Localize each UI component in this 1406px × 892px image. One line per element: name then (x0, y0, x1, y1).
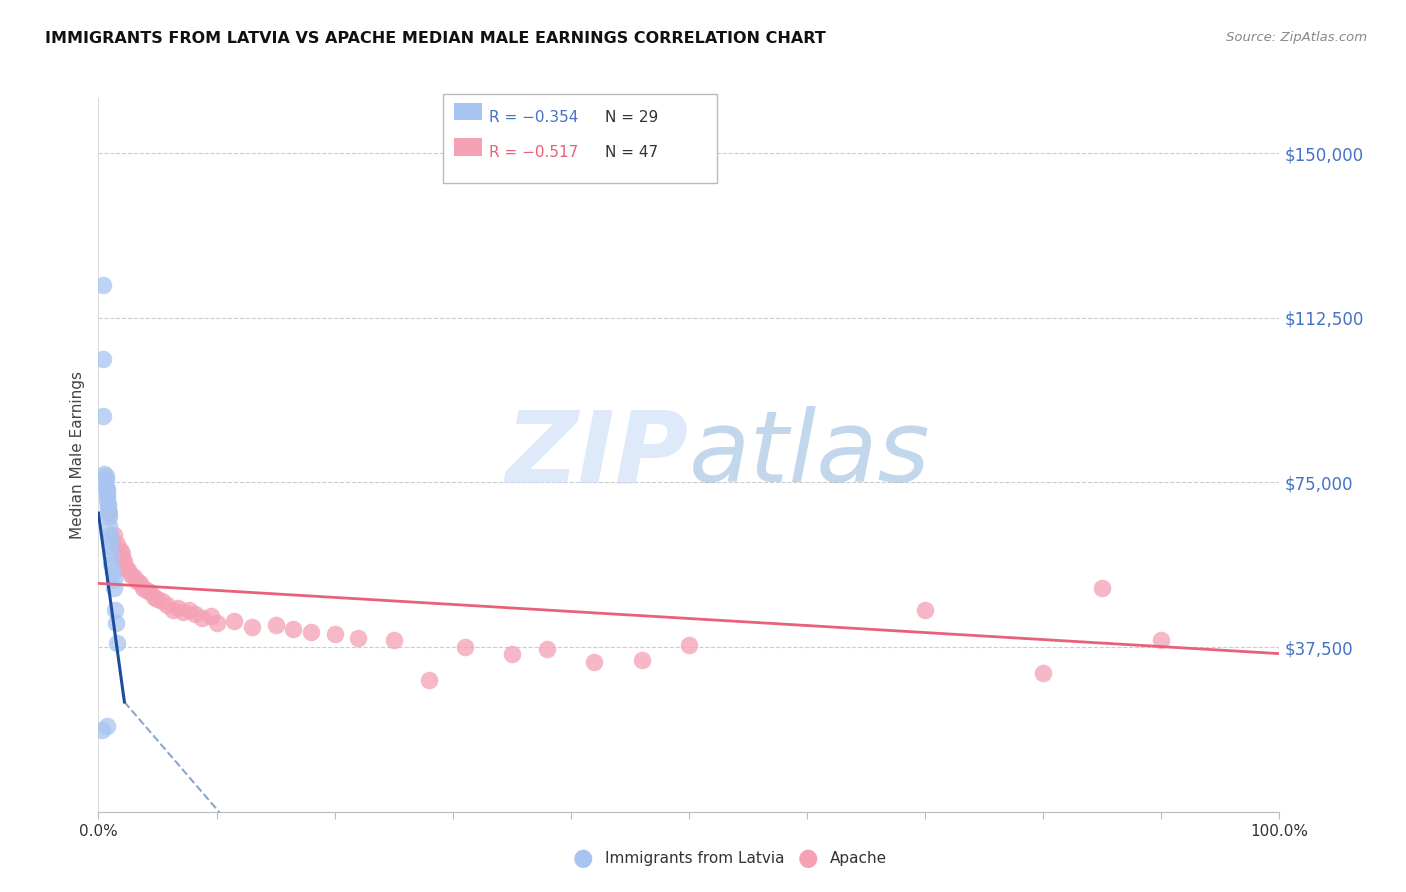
Point (97, 500, 120, 514)
Text: atlas: atlas (689, 407, 931, 503)
Point (240, 620, 263, 634)
Text: N = 29: N = 29 (605, 110, 658, 125)
Point (98, 506, 121, 520)
Point (111, 546, 134, 560)
Point (1150, 633, 1173, 648)
Point (146, 591, 169, 606)
Point (323, 627, 346, 641)
Point (501, 647, 523, 661)
Point (96, 486, 118, 500)
Text: Immigrants from Latvia: Immigrants from Latvia (605, 851, 785, 865)
Point (103, 528, 125, 542)
Point (98, 510, 121, 524)
Point (117, 563, 139, 577)
Point (162, 603, 184, 617)
Point (96, 482, 118, 496)
Text: R = −0.517: R = −0.517 (489, 145, 578, 160)
Point (91, 409, 114, 424)
Point (104, 603, 127, 617)
Point (224, 614, 246, 628)
Point (127, 574, 149, 589)
Text: N = 47: N = 47 (605, 145, 658, 160)
Text: ●: ● (574, 847, 593, 870)
Point (105, 537, 128, 551)
Point (94, 468, 117, 483)
Point (179, 603, 201, 617)
Point (101, 566, 124, 580)
Point (264, 618, 287, 632)
Text: R = −0.354: R = −0.354 (489, 110, 579, 125)
Point (1032, 666, 1054, 681)
Point (114, 561, 136, 575)
Point (128, 576, 150, 591)
Point (184, 607, 207, 621)
Point (93, 467, 115, 481)
Point (453, 640, 475, 654)
Point (105, 615, 128, 630)
Point (103, 572, 125, 586)
Text: Source: ZipAtlas.com: Source: ZipAtlas.com (1226, 31, 1367, 45)
Point (122, 570, 145, 584)
Point (678, 638, 700, 652)
Point (100, 548, 122, 562)
Point (200, 609, 222, 624)
Point (97, 504, 120, 518)
Point (347, 632, 370, 646)
Point (583, 656, 606, 670)
Point (382, 633, 405, 648)
Point (105, 635, 128, 649)
Point (111, 552, 134, 566)
Point (98, 519, 121, 533)
Point (103, 581, 125, 595)
Point (100, 557, 122, 571)
Point (91, 352, 114, 367)
Point (96, 492, 118, 507)
Text: IMMIGRANTS FROM LATVIA VS APACHE MEDIAN MALE EARNINGS CORRELATION CHART: IMMIGRANTS FROM LATVIA VS APACHE MEDIAN … (45, 31, 825, 46)
Point (91, 277, 114, 292)
Point (91, 723, 114, 738)
Point (135, 582, 157, 597)
Point (536, 642, 558, 657)
Point (150, 594, 173, 608)
Point (97, 497, 120, 511)
Point (283, 623, 305, 637)
Point (205, 615, 228, 630)
Point (108, 543, 131, 558)
Point (299, 624, 322, 639)
Point (139, 585, 162, 599)
Point (96, 489, 118, 503)
Point (914, 603, 936, 617)
Point (630, 653, 652, 667)
Point (418, 673, 440, 687)
Text: ●: ● (799, 847, 818, 870)
Point (98, 528, 121, 542)
Point (1091, 581, 1114, 595)
Point (156, 599, 179, 613)
Text: Apache: Apache (830, 851, 887, 865)
Point (112, 554, 135, 568)
Point (98, 539, 121, 553)
Point (96, 719, 118, 733)
Text: ZIP: ZIP (506, 407, 689, 503)
Point (191, 611, 214, 625)
Point (142, 590, 165, 604)
Point (166, 600, 188, 615)
Point (94, 473, 117, 487)
Point (98, 533, 121, 547)
Point (132, 581, 155, 595)
Point (94, 480, 117, 494)
Point (172, 605, 194, 619)
Point (121, 567, 143, 582)
Y-axis label: Median Male Earnings: Median Male Earnings (70, 371, 86, 539)
